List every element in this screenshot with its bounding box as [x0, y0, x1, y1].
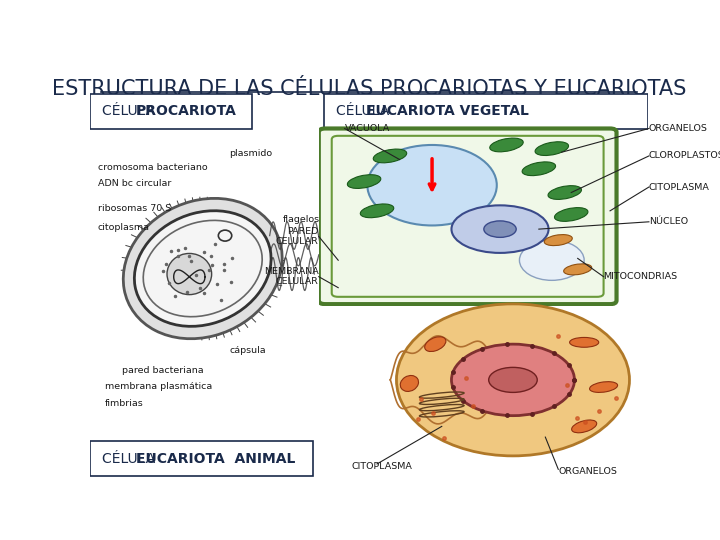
- Text: CÉLULA: CÉLULA: [102, 104, 160, 118]
- Text: PROCARIOTA: PROCARIOTA: [136, 104, 237, 118]
- FancyBboxPatch shape: [90, 441, 313, 476]
- Text: CÉLULA: CÉLULA: [336, 104, 393, 118]
- Text: ESTRUCTURA DE LAS CÉLULAS PROCARIOTAS Y EUCARIOTAS: ESTRUCTURA DE LAS CÉLULAS PROCARIOTAS Y …: [52, 79, 686, 99]
- Text: EUCARIOTA VEGETAL: EUCARIOTA VEGETAL: [366, 104, 529, 118]
- Text: CÉLULA: CÉLULA: [102, 451, 160, 465]
- FancyBboxPatch shape: [324, 94, 648, 129]
- FancyBboxPatch shape: [90, 94, 252, 129]
- Text: EUCARIOTA  ANIMAL: EUCARIOTA ANIMAL: [136, 451, 295, 465]
